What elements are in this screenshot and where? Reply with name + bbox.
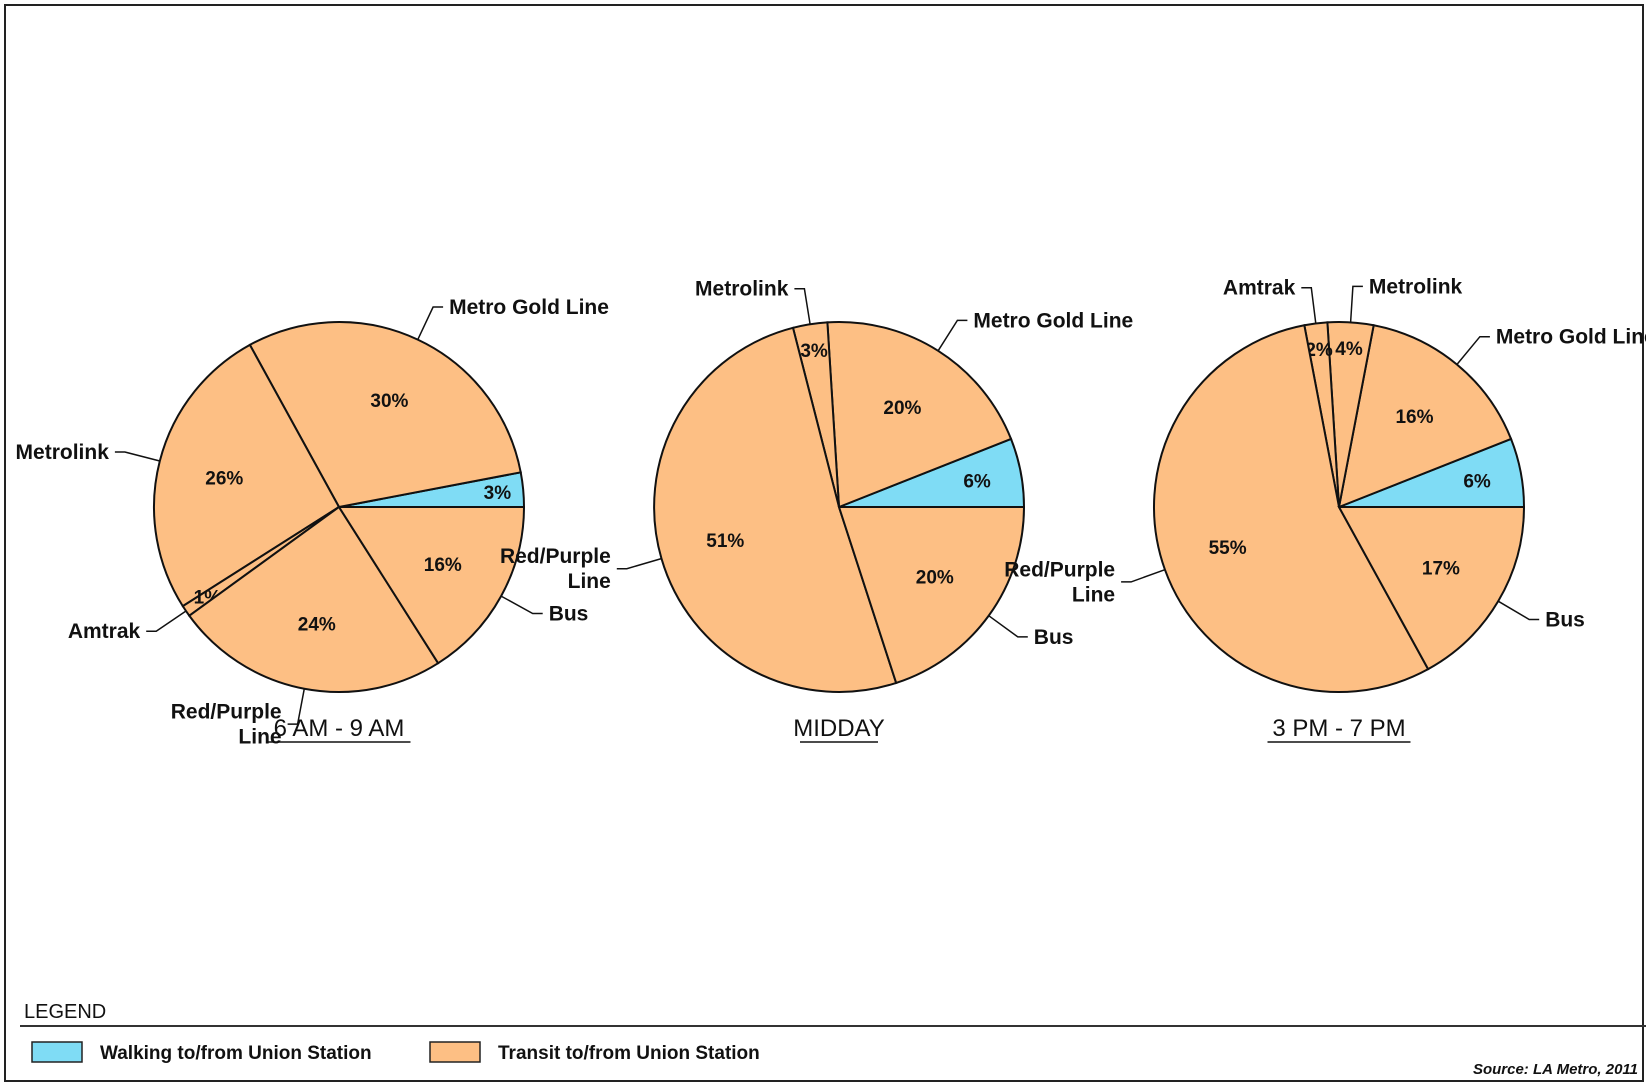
leader-metrolink xyxy=(794,287,811,325)
callout-metro-gold-line: Metro Gold Line xyxy=(1496,326,1646,349)
callout-red-purple-line-line2: Line xyxy=(238,726,281,749)
slice-metro-gold-line xyxy=(826,321,1013,509)
chart-title-6-am-9-am: 6 AM - 9 AM xyxy=(274,715,405,742)
pie-midday: 6% 20% Metro Gold Line 3% Metrolink 51% Red/Pu… xyxy=(500,278,1133,743)
legend-item-transit: Transit to/from Union Station xyxy=(429,1041,760,1064)
leader-metrolink xyxy=(1349,285,1363,323)
callout-metro-gold-line: Metro Gold Line xyxy=(973,309,1133,332)
legend-label-walking: Walking to/from Union Station xyxy=(100,1043,372,1064)
pct-label-walking: 3% xyxy=(484,483,512,504)
legend-label-transit: Transit to/from Union Station xyxy=(498,1043,760,1064)
leader-red-purple-line xyxy=(1121,568,1166,583)
pct-label-red-purple-line: 51% xyxy=(706,531,744,552)
pies-group: 3%30%Metro Gold Line26%Metrolink1%Amtrak… xyxy=(16,275,1650,749)
leader-bus xyxy=(500,595,543,615)
pct-label-metro-gold-line: 16% xyxy=(1395,407,1433,428)
leader-amtrak xyxy=(1301,286,1317,324)
slice-bus xyxy=(837,506,1026,685)
legend-item-walking: Walking to/from Union Station xyxy=(31,1041,372,1064)
pie-6-am-9-am: 3%30%Metro Gold Line26%Metrolink1%Amtrak… xyxy=(16,296,609,749)
slice-red-purple-line xyxy=(187,505,440,693)
pct-label-metro-gold-line: 30% xyxy=(370,391,408,412)
callout-metrolink: Metrolink xyxy=(1369,275,1463,298)
pct-label-walking: 6% xyxy=(1463,472,1491,493)
slice-red-purple-line xyxy=(653,326,898,693)
callout-metro-gold-line: Metro Gold Line xyxy=(449,296,609,319)
pct-label-amtrak: 2% xyxy=(1305,340,1333,361)
pct-label-red-purple-line: 55% xyxy=(1209,538,1247,559)
legend-title: LEGEND xyxy=(24,1001,106,1023)
slice-red-purple-line xyxy=(1153,324,1430,693)
callout-red-purple-line-line2: Line xyxy=(1072,583,1115,606)
slice-metrolink xyxy=(153,343,341,608)
pct-label-metrolink: 26% xyxy=(205,469,243,490)
pct-label-red-purple-line: 24% xyxy=(298,614,336,635)
leader-metro-gold-line xyxy=(937,319,968,352)
callout-amtrak: Amtrak xyxy=(68,620,141,643)
slice-metro-gold-line xyxy=(1337,324,1513,509)
callout-bus: Bus xyxy=(1034,626,1074,649)
leader-metro-gold-line xyxy=(417,306,444,340)
callout-red-purple-line-line2: Line xyxy=(568,570,611,593)
callout-bus: Bus xyxy=(549,603,589,626)
slice-metro-gold-line xyxy=(248,321,522,509)
pct-label-bus: 20% xyxy=(916,568,954,589)
leader-bus xyxy=(1497,600,1540,621)
callout-bus: Bus xyxy=(1545,609,1585,632)
pct-label-bus: 17% xyxy=(1422,558,1460,579)
callout-metrolink: Metrolink xyxy=(695,278,789,301)
pie-3-pm-7-pm: 6% 16% Metro Gold Line 4% Metrolink 2% Amtrak 5… xyxy=(1004,275,1650,743)
chart-title-midday: MIDDAY xyxy=(793,715,885,742)
slice-bus xyxy=(337,506,526,665)
callout-metrolink: Metrolink xyxy=(16,441,110,464)
leader-metrolink xyxy=(114,451,160,462)
legend-swatch-walking xyxy=(31,1041,83,1063)
callout-amtrak: Amtrak xyxy=(1223,277,1296,300)
pct-label-bus: 16% xyxy=(424,555,462,576)
callout-red-purple-line-line1: Red/Purple xyxy=(500,545,611,568)
pct-label-walking: 6% xyxy=(963,472,991,493)
pct-label-metrolink: 3% xyxy=(800,341,828,362)
leader-metro-gold-line xyxy=(1456,335,1490,365)
callout-red-purple-line-line1: Red/Purple xyxy=(1004,558,1115,581)
legend: Walking to/from Union Station Transit to/… xyxy=(31,1041,760,1064)
source-note: Source: LA Metro, 2011 xyxy=(1473,1061,1638,1078)
pie-charts: 3%30%Metro Gold Line26%Metrolink1%Amtrak… xyxy=(16,275,1650,1078)
leader-red-purple-line xyxy=(287,688,306,725)
callout-red-purple-line-line1: Red/Purple xyxy=(171,701,282,724)
pct-label-metrolink: 4% xyxy=(1335,339,1363,360)
pct-label-metro-gold-line: 20% xyxy=(883,398,921,419)
chart-frame: 3% 30% Metro Gold Line 26% Metrolink 1% Amtrak… xyxy=(4,4,1650,1082)
leader-red-purple-line xyxy=(616,557,662,570)
leader-bus xyxy=(988,615,1028,638)
chart-title-3-pm-7-pm: 3 PM - 7 PM xyxy=(1272,715,1405,742)
legend-swatch-transit xyxy=(429,1041,481,1063)
leader-amtrak xyxy=(146,610,187,632)
